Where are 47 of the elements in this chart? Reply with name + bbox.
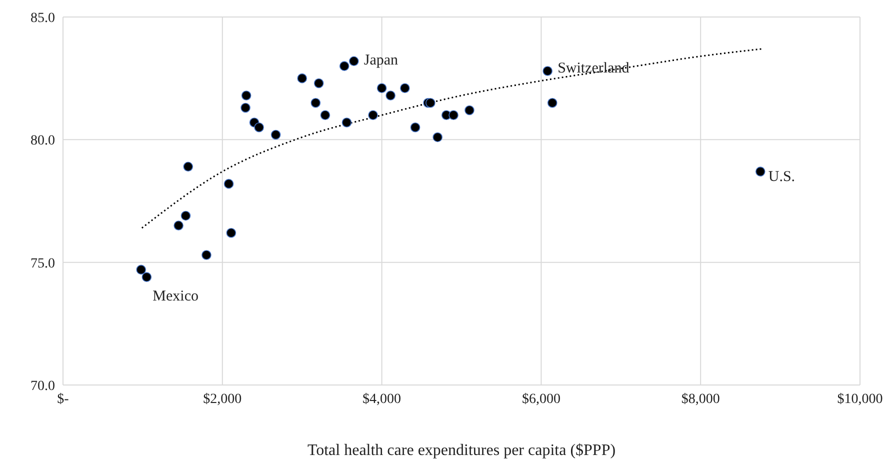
annotation: U.S. <box>768 168 796 185</box>
x-tick-label: $6,000 <box>522 392 560 407</box>
y-tick-label: 85.0 <box>30 10 55 26</box>
point <box>183 162 194 172</box>
point <box>270 130 281 140</box>
point <box>342 118 352 128</box>
x-tick-label: $8,000 <box>681 392 720 407</box>
point <box>542 66 552 76</box>
point <box>410 122 420 132</box>
x-tick-label: $- <box>57 392 70 407</box>
point <box>320 110 330 120</box>
point <box>349 56 359 66</box>
point <box>339 61 350 71</box>
y-tick-label: 80.0 <box>30 134 55 149</box>
point <box>368 110 378 120</box>
point <box>240 102 250 113</box>
point <box>464 105 474 116</box>
point <box>174 220 184 230</box>
point <box>426 98 436 108</box>
point <box>180 210 191 221</box>
x-tick-label: $4,000 <box>362 392 402 407</box>
annotation: Japan <box>364 52 399 68</box>
x-tick-label: $2,000 <box>203 392 242 407</box>
point <box>755 166 766 176</box>
annotation: Switzerland <box>558 60 630 76</box>
x-axis-title: Total health care expenditures per capita ($PPP) <box>307 442 616 459</box>
point <box>547 98 558 108</box>
line-series <box>141 48 763 229</box>
point <box>310 98 321 108</box>
point <box>241 90 252 100</box>
point <box>432 132 442 142</box>
point <box>224 178 234 189</box>
point <box>400 83 410 94</box>
point <box>142 272 152 282</box>
x-tick-label: $10,000 <box>837 392 883 407</box>
point <box>314 78 324 88</box>
point <box>448 110 458 120</box>
point <box>386 90 396 100</box>
annotation: Mexico <box>152 288 199 304</box>
y-tick-label: 75.0 <box>30 256 55 272</box>
point <box>297 73 307 84</box>
point <box>254 122 264 132</box>
y-tick-label: 70.0 <box>30 378 55 394</box>
point <box>202 250 212 260</box>
point <box>226 228 236 238</box>
point <box>136 264 146 275</box>
point <box>376 83 387 94</box>
